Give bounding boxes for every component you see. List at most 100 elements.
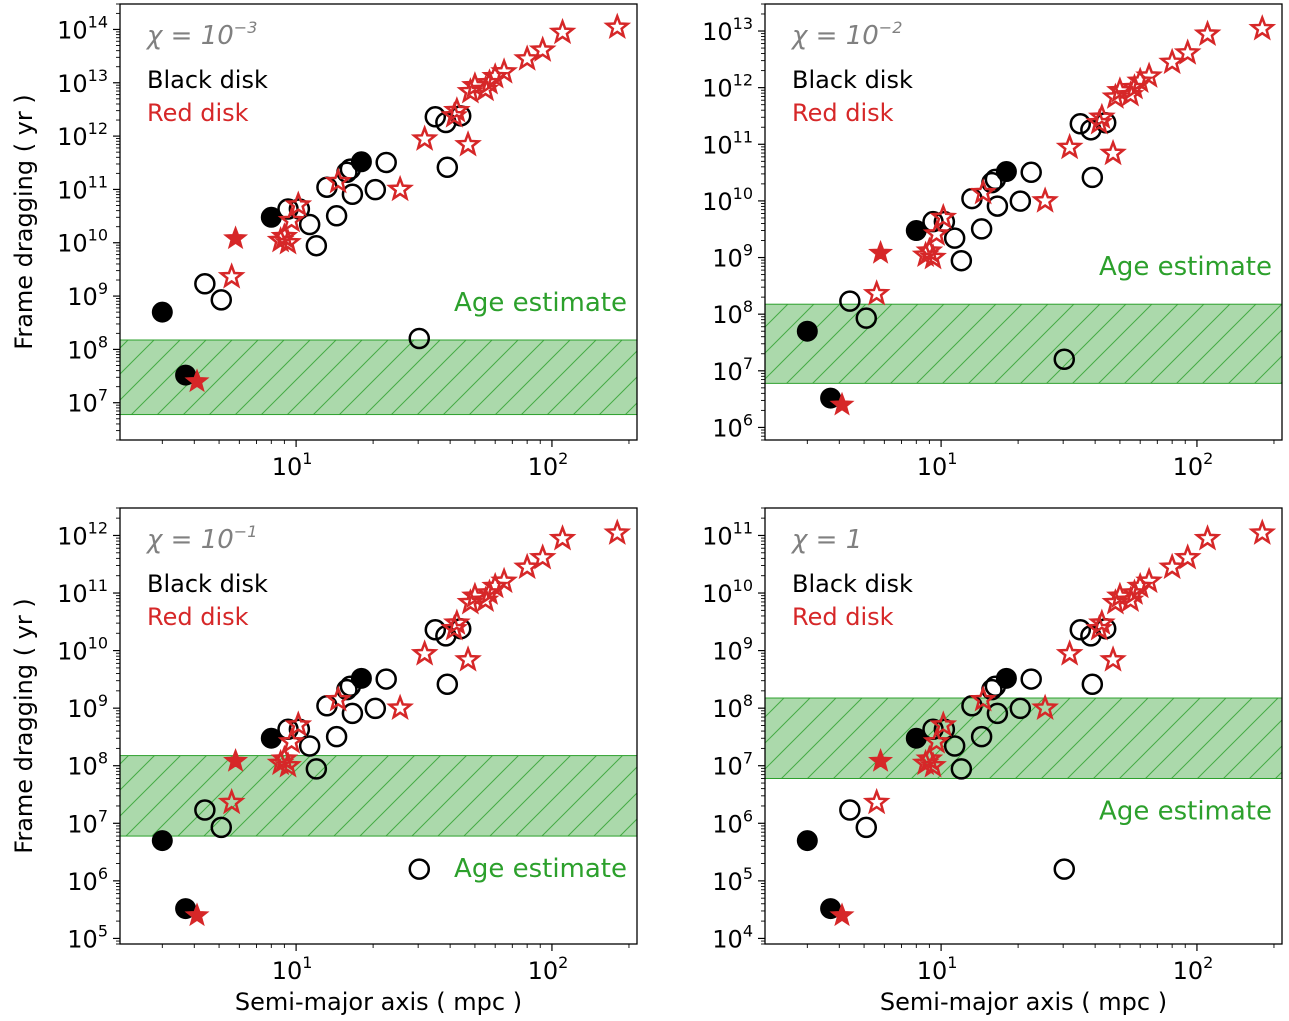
black-disk-point-open: [194, 799, 216, 821]
red-disk-point-open: [513, 552, 542, 580]
red-disk-point-open: [513, 44, 542, 71]
black-disk-point-filled: [151, 830, 173, 852]
x-axis-label: Semi-major axis ( mpc ): [880, 988, 1167, 1016]
black-disk-point-open: [1009, 190, 1032, 212]
legend-black-disk: Black disk: [792, 66, 913, 94]
red-disk-point-filled: [868, 239, 894, 264]
y-tick-label: 107: [712, 354, 753, 386]
panel-1: 107 108 109 1010 1011 1012 1013 1014 101 102 χ = 1…: [10, 3, 638, 481]
black-disk-point-open: [943, 227, 966, 249]
red-disk-point-filled: [223, 748, 249, 772]
panel-4: 104 105 106 107 108 109 1010 1011 101 102 χ = 1 Bla…: [702, 507, 1283, 1016]
x-axis-label: Semi-major axis ( mpc ): [235, 988, 522, 1016]
red-disk-point-filled: [868, 748, 894, 772]
legend-black-disk: Black disk: [792, 570, 913, 598]
red-disk-point-open: [1135, 566, 1163, 594]
black-disk-point-open: [305, 234, 328, 257]
y-tick-label: 1012: [57, 119, 108, 151]
y-tick-label: 1012: [702, 71, 753, 103]
y-tick-label: 1011: [57, 172, 108, 204]
red-disk-point-filled: [223, 225, 249, 250]
x-tick-label: 102: [1173, 953, 1214, 985]
age-estimate-label: Age estimate: [454, 854, 627, 884]
black-disk-point-open: [839, 290, 861, 312]
legend-red-disk: Red disk: [792, 99, 894, 127]
red-disk-point-open: [284, 190, 313, 217]
red-disk-point-filled: [184, 902, 210, 927]
y-tick-label: 108: [712, 297, 753, 329]
age-estimate-band-hatch: [120, 340, 637, 415]
red-disk-point-open: [490, 57, 518, 84]
black-disk-point-open: [194, 273, 216, 295]
panels: 107 108 109 1010 1011 1012 1013 1014 101 102 χ = 1…: [10, 3, 1283, 1016]
y-tick-label: 105: [67, 921, 108, 953]
panel-2: 106 107 108 109 1010 1011 1012 1013 101 102 χ = 10…: [702, 3, 1283, 481]
red-disk-point-open: [1088, 102, 1116, 130]
black-disk-point-open: [341, 183, 364, 206]
y-tick-label: 1010: [702, 576, 753, 608]
red-disk-point-open: [1248, 518, 1277, 545]
black-disk-point-open: [436, 673, 459, 696]
red-disk-point-open: [929, 710, 958, 737]
black-disk-point-filled: [995, 667, 1017, 689]
black-disk-point-open: [364, 697, 387, 720]
black-disk-point-open: [1053, 348, 1076, 370]
red-disk-point-open: [410, 639, 439, 666]
red-disk-point-open: [528, 35, 557, 62]
black-disk-point-filled: [350, 667, 372, 689]
x-tick-label: 102: [528, 449, 569, 481]
black-disk-point-open: [325, 725, 348, 748]
red-disk-point-open: [1173, 38, 1202, 65]
black-disk-point-filled: [151, 301, 173, 323]
black-disk-point-open: [1053, 858, 1076, 880]
red-disk-point-open: [548, 524, 577, 551]
red-disk-point-open: [922, 219, 951, 246]
black-disk-point-open: [986, 195, 1009, 217]
red-disk-point-open: [1031, 186, 1059, 213]
chi-label: χ = 10−3: [145, 18, 257, 51]
red-disk-point-open: [1126, 571, 1155, 599]
black-disk-point-open: [1020, 161, 1042, 184]
black-disk-point-open: [424, 619, 447, 641]
age-estimate-band-hatch: [120, 755, 637, 837]
axes-frame: [119, 3, 638, 441]
y-tick-label: 109: [712, 634, 753, 666]
black-disk-point-filled: [796, 320, 818, 342]
y-tick-label: 1013: [702, 14, 753, 46]
chi-label: χ = 10−2: [790, 18, 902, 51]
black-disk-point-open: [325, 205, 348, 227]
red-disk-point-open: [1193, 19, 1222, 46]
x-tick-label: 101: [917, 953, 958, 985]
age-estimate-label: Age estimate: [1099, 252, 1272, 282]
black-disk-point-open: [986, 702, 1009, 725]
black-disk-point-filled: [995, 161, 1017, 183]
red-disk-point-open: [481, 571, 510, 599]
black-disk-point-open: [1020, 668, 1042, 690]
y-tick-label: 109: [67, 691, 108, 723]
x-tick-label: 102: [528, 953, 569, 985]
axes-frame: [119, 507, 638, 945]
legend-black-disk: Black disk: [147, 66, 268, 94]
black-disk-point-open: [855, 307, 878, 329]
red-disk-point-open: [862, 787, 891, 815]
y-tick-label: 106: [712, 806, 753, 838]
black-disk-point-filled: [796, 830, 818, 852]
y-tick-label: 1013: [57, 66, 108, 98]
red-disk-point-open: [1055, 639, 1084, 666]
red-disk-point-open: [274, 228, 302, 255]
red-disk-point-open: [915, 744, 944, 771]
age-estimate-band-hatch: [765, 698, 1282, 779]
black-disk-point-open: [408, 858, 431, 880]
age-estimate-label: Age estimate: [454, 288, 627, 318]
y-tick-label: 106: [712, 410, 753, 442]
red-disk-point-open: [284, 710, 313, 737]
y-tick-label: 1014: [57, 12, 108, 44]
black-disk-point-open: [1081, 166, 1104, 189]
black-disk-point-open: [341, 702, 364, 725]
red-disk-point-open: [270, 222, 299, 249]
red-disk-point-open: [443, 608, 471, 635]
black-disk-point-open: [855, 816, 878, 839]
red-disk-point-open: [481, 62, 510, 89]
red-disk-point-open: [929, 202, 958, 230]
black-disk-point-open: [339, 158, 362, 180]
